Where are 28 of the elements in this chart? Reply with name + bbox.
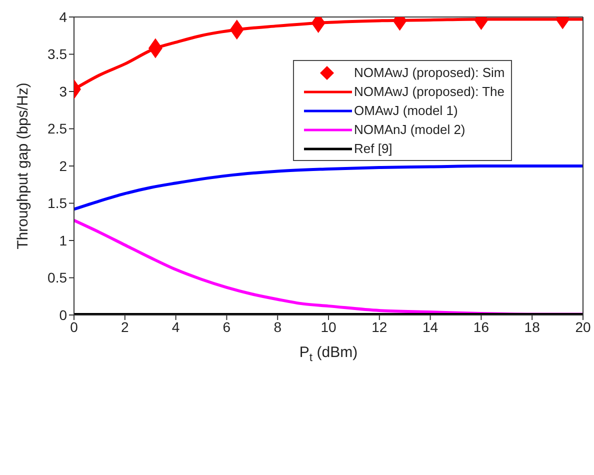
legend-label: NOMAwJ (proposed): The: [354, 83, 505, 101]
x-axis-title: P$_{t}$ (dBm): [299, 344, 358, 364]
y-tick-label: 0.5: [48, 270, 68, 286]
legend-label: NOMAnJ (model 2): [354, 121, 466, 139]
x-tick-label: 10: [320, 318, 336, 335]
x-tick-label: 20: [575, 318, 591, 335]
legend-label: OMAwJ (model 1): [354, 102, 458, 120]
x-tick-label: 2: [121, 318, 129, 335]
y-tick-label: 2: [59, 158, 68, 174]
y-tick-label: 1.5: [48, 195, 68, 212]
x-tick-label: 6: [222, 318, 231, 335]
x-tick-label: 12: [372, 318, 388, 335]
legend-label: Ref [9]: [354, 140, 392, 158]
line-series: [74, 164, 583, 211]
x-tick-label: 14: [422, 318, 438, 335]
y-axis-title: Throughput gap (bps/Hz): [14, 82, 32, 250]
y-tick-label: 1: [59, 232, 68, 248]
y-tick-label: 4: [59, 8, 68, 25]
x-tick-label: 8: [274, 318, 282, 335]
y-tick-label: 3: [59, 83, 68, 100]
y-tick-label: 0: [59, 306, 68, 323]
x-tick-label: 4: [172, 318, 180, 335]
y-tick-label: 2.5: [48, 120, 68, 137]
x-tick-label: 18: [524, 318, 540, 335]
legend-label: NOMAwJ (proposed): Sim: [354, 64, 505, 82]
y-tick-label: 3.5: [48, 46, 68, 62]
x-tick-label: 0: [70, 318, 78, 335]
x-tick-label: 16: [473, 318, 490, 335]
